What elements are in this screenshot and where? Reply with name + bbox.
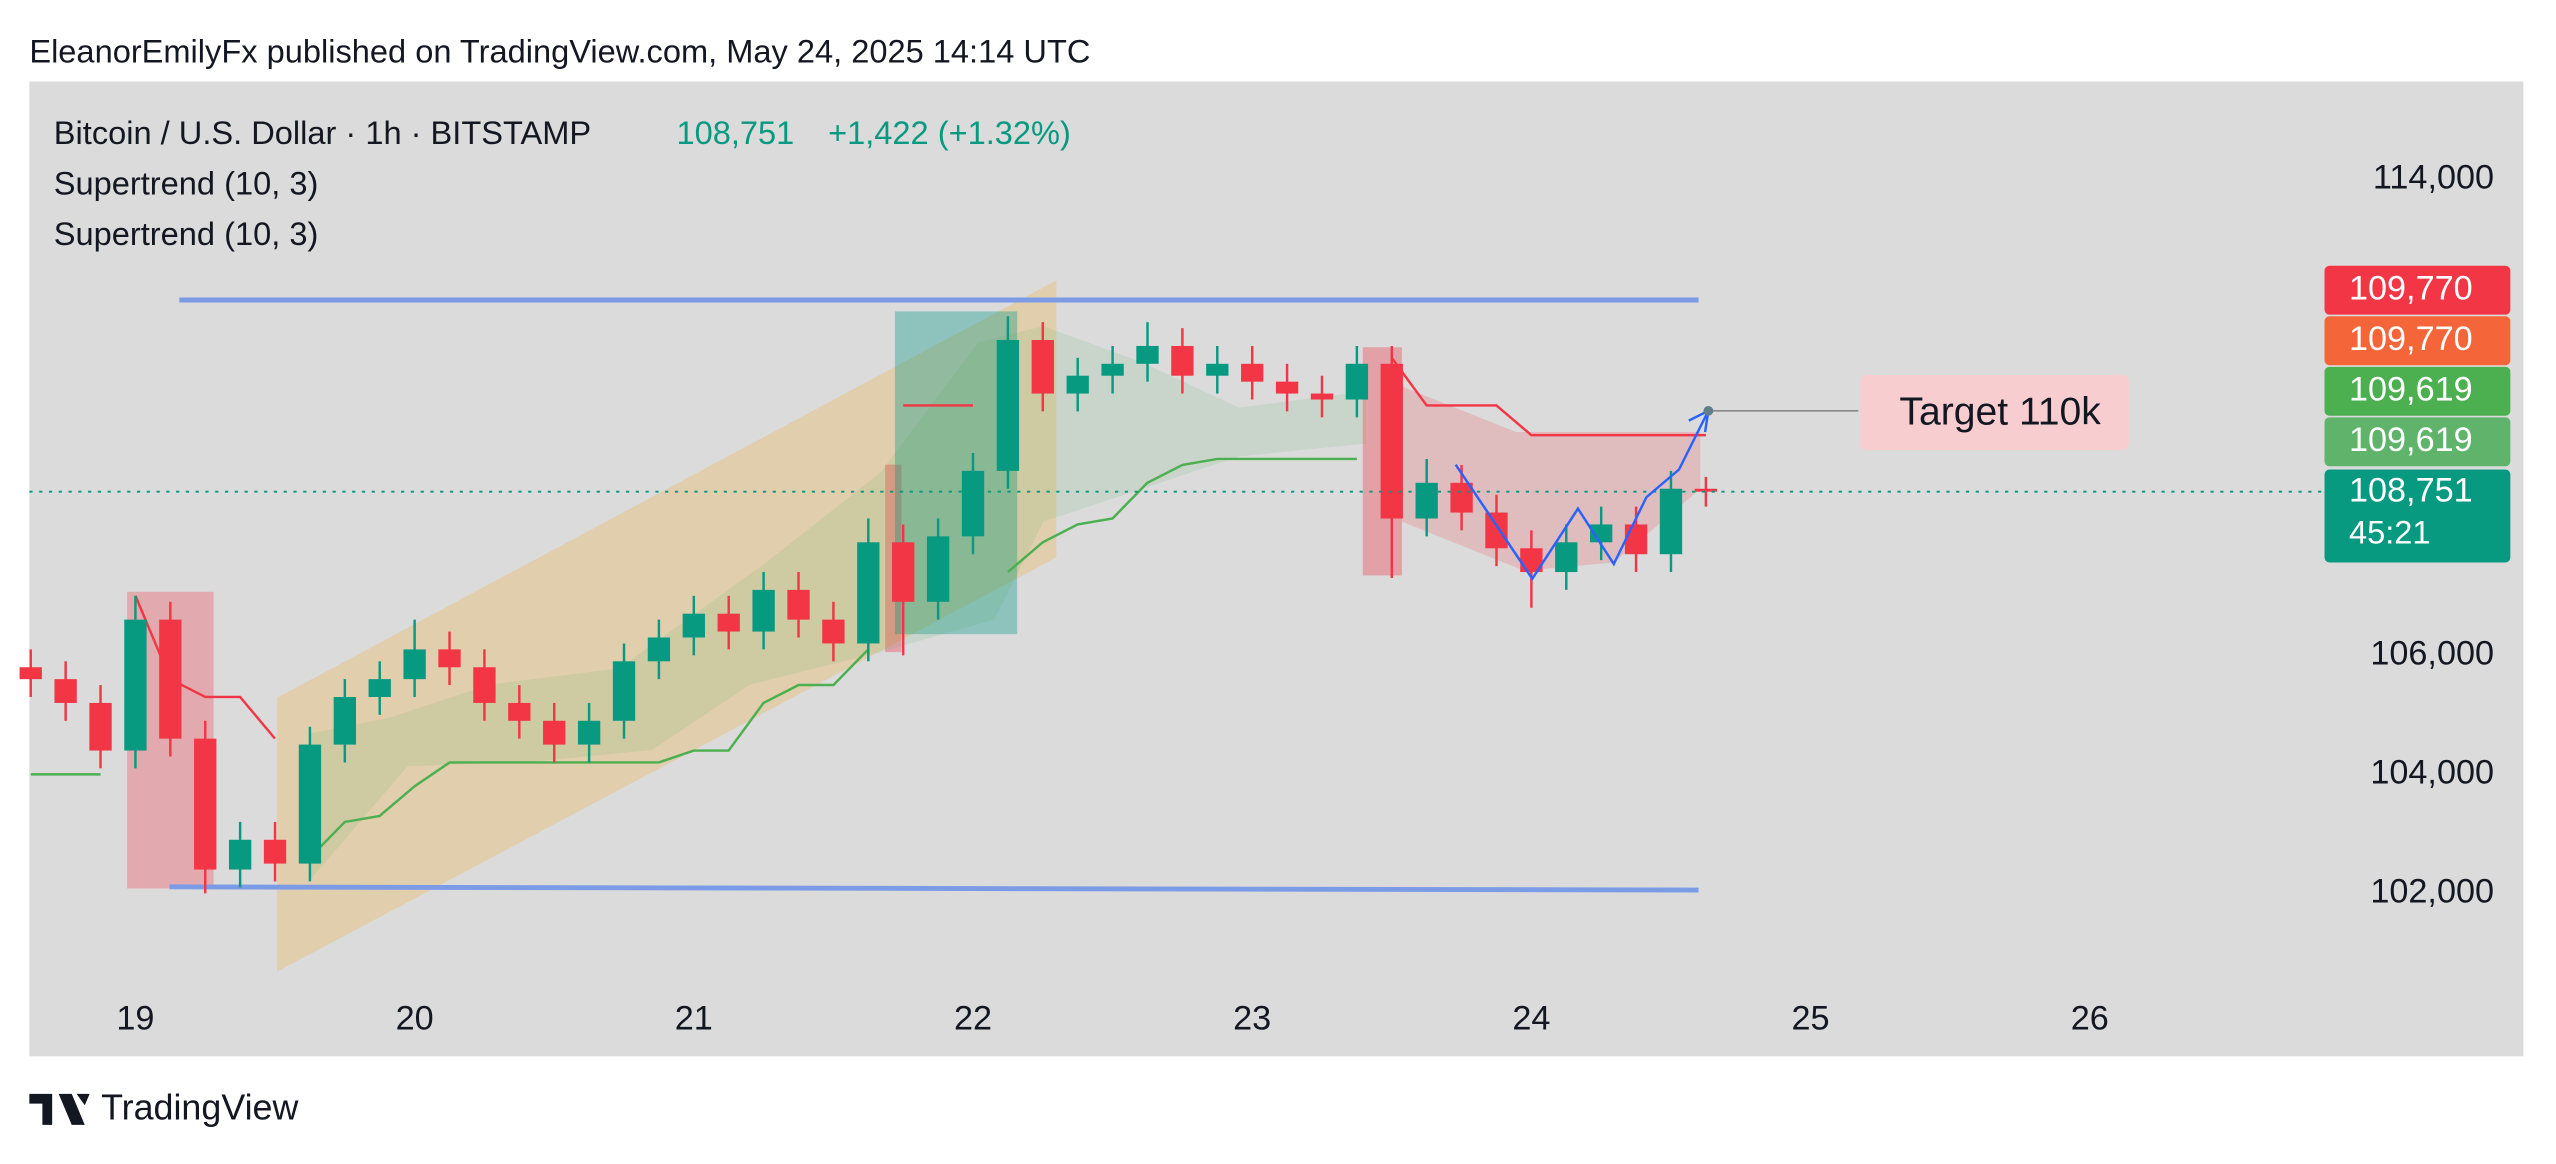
plot-area bbox=[29, 81, 2524, 1057]
candle-body bbox=[926, 536, 950, 602]
candle-body bbox=[54, 679, 77, 703]
candle-body bbox=[194, 738, 217, 870]
candle-body bbox=[647, 637, 671, 662]
candle-body bbox=[961, 470, 985, 537]
candle-body bbox=[1310, 393, 1334, 400]
candle-body bbox=[1241, 363, 1264, 382]
callout-dot bbox=[1703, 405, 1714, 416]
candle-body bbox=[333, 696, 356, 745]
candle-body bbox=[1624, 524, 1648, 555]
annotation-box bbox=[1859, 374, 2129, 450]
candle-body bbox=[1415, 482, 1438, 519]
candle-body bbox=[508, 702, 531, 721]
candle-body bbox=[19, 667, 42, 680]
candle-body bbox=[403, 649, 426, 680]
legend-entry: Supertrend (10, 3) bbox=[54, 215, 319, 252]
price-label-box bbox=[2324, 366, 2511, 416]
candle-body bbox=[438, 649, 461, 668]
candle-body bbox=[682, 613, 705, 638]
header-change: +1,422 (+1.32%) bbox=[828, 114, 1071, 151]
candle-body bbox=[1101, 363, 1124, 376]
last-price-box bbox=[2324, 469, 2511, 563]
price-label: 109,619 bbox=[2349, 370, 2473, 408]
candle-body bbox=[1555, 542, 1578, 573]
price-label-box bbox=[2324, 265, 2511, 315]
candle-body bbox=[857, 542, 880, 644]
candle-body bbox=[473, 667, 496, 703]
x-tick-label: 25 bbox=[1792, 1000, 1830, 1038]
projection: Target 110k bbox=[1454, 374, 2129, 581]
candle-body bbox=[577, 720, 601, 745]
x-tick-label: 20 bbox=[396, 1000, 434, 1038]
trend-area bbox=[309, 326, 1367, 881]
candle-body bbox=[1031, 340, 1054, 394]
x-tick-label: 22 bbox=[954, 1000, 992, 1038]
header-price: 108,751 bbox=[676, 114, 794, 151]
candle-body bbox=[717, 613, 740, 632]
candle-body bbox=[159, 619, 182, 739]
candle-body bbox=[1659, 488, 1683, 555]
supertrend-line bbox=[30, 457, 1357, 859]
candle-body bbox=[1206, 363, 1229, 376]
candle-body bbox=[996, 340, 1020, 471]
candle-body bbox=[787, 589, 810, 620]
candle-body bbox=[1136, 345, 1159, 364]
candle-body bbox=[543, 720, 566, 745]
candle-body bbox=[752, 589, 775, 632]
supertrend-line bbox=[134, 357, 1706, 740]
candle-body bbox=[1380, 363, 1403, 519]
candle-body bbox=[1066, 375, 1089, 394]
logo: TradingView bbox=[29, 1088, 299, 1128]
projection-path bbox=[1454, 410, 1710, 581]
countdown: 45:21 bbox=[2349, 513, 2431, 550]
candle-body bbox=[298, 744, 322, 864]
x-tick-label: 26 bbox=[2071, 1000, 2109, 1038]
y-tick-label: 102,000 bbox=[2370, 872, 2494, 910]
price-label-box bbox=[2324, 417, 2511, 467]
x-tick-label: 23 bbox=[1233, 1000, 1271, 1038]
y-tick-label: 114,000 bbox=[2373, 158, 2494, 196]
candle-body bbox=[1345, 363, 1369, 400]
y-tick-label: 106,000 bbox=[2370, 634, 2494, 672]
support-line bbox=[169, 884, 1699, 893]
candle-body bbox=[1520, 548, 1543, 573]
candle-body bbox=[89, 702, 112, 751]
candle-body bbox=[1694, 488, 1718, 492]
channel bbox=[277, 280, 1057, 972]
candle-body bbox=[228, 839, 252, 870]
x-tick-label: 21 bbox=[675, 1000, 713, 1038]
legend-entry: Supertrend (10, 3) bbox=[54, 164, 319, 201]
chart-title: Bitcoin / U.S. Dollar · 1h · BITSTAMP bbox=[54, 114, 591, 151]
candle-body bbox=[124, 619, 147, 751]
logo-mark bbox=[29, 1093, 90, 1125]
annotation: Target 110k bbox=[1899, 390, 2101, 433]
marks bbox=[19, 316, 2325, 894]
attribution: EleanorEmilyFx published on TradingView.… bbox=[29, 32, 1090, 69]
x-tick-label: 24 bbox=[1512, 1000, 1550, 1038]
candle-body bbox=[1171, 345, 1194, 376]
y-tick-label: 104,000 bbox=[2370, 753, 2494, 791]
x-tick-label: 19 bbox=[116, 1000, 154, 1038]
candle-body bbox=[1485, 512, 1508, 549]
candle-body bbox=[263, 839, 287, 864]
price-label: 109,770 bbox=[2349, 269, 2473, 307]
candle-body bbox=[1450, 482, 1473, 513]
brand: TradingView bbox=[101, 1088, 298, 1128]
candle-body bbox=[612, 661, 636, 721]
candle-body bbox=[822, 619, 845, 644]
candle-body bbox=[368, 679, 391, 697]
price-label: 109,619 bbox=[2349, 421, 2473, 459]
price-label: 109,770 bbox=[2349, 320, 2473, 358]
last-price-label: 108,751 bbox=[2349, 471, 2473, 509]
price-label-box bbox=[2324, 316, 2511, 366]
candle-body bbox=[892, 542, 915, 602]
candle-body bbox=[1275, 381, 1299, 394]
